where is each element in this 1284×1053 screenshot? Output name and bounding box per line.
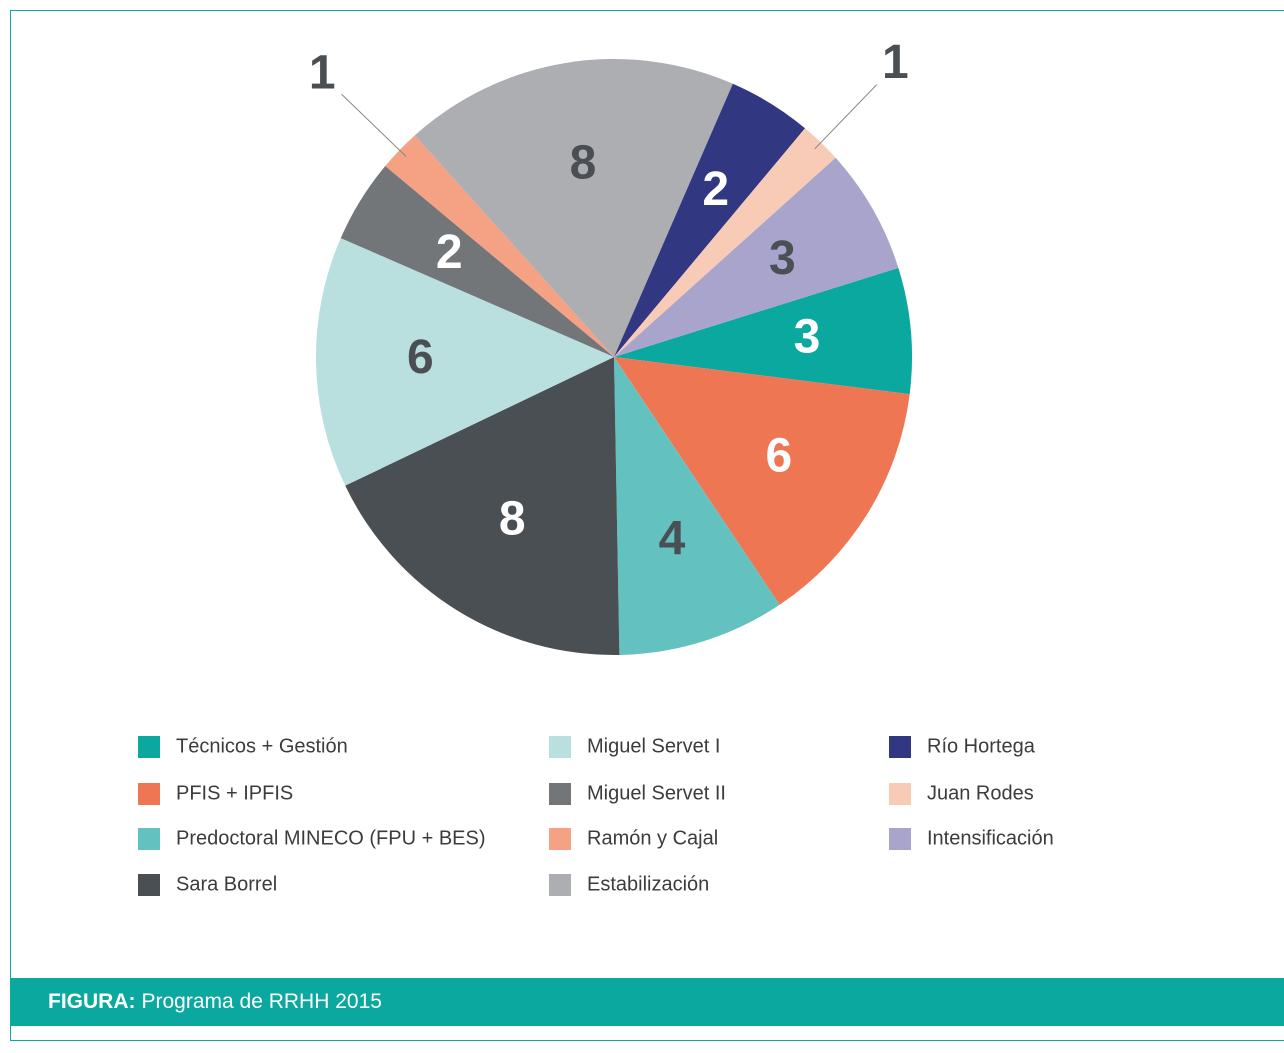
legend-swatch [889,736,911,758]
legend-swatch [138,828,160,850]
leader-line [815,85,877,149]
legend-label: Miguel Servet I [587,735,720,757]
data-label: 1 [309,46,336,99]
legend-label: PFIS + IPFIS [176,782,293,804]
data-label: 2 [702,163,729,216]
legend-swatch [549,783,571,805]
legend-swatch [138,874,160,896]
legend-swatch [549,874,571,896]
legend-label: Sara Borrel [176,873,277,895]
data-label: 2 [436,226,463,279]
data-label: 6 [407,331,434,384]
data-label: 3 [794,310,821,363]
legend-label: Miguel Servet II [587,782,726,804]
legend-label: Técnicos + Gestión [176,735,348,757]
data-label: 4 [659,513,686,566]
legend-swatch [889,783,911,805]
data-label: 1 [882,36,909,89]
legend-swatch [549,736,571,758]
legend-swatch [889,828,911,850]
leader-line [342,94,406,156]
data-label: 6 [765,429,792,482]
legend-swatch [549,828,571,850]
legend-label: Predoctoral MINECO (FPU + BES) [176,827,486,849]
legend-label: Intensificación [927,827,1054,849]
legend-label: Juan Rodes [927,782,1034,804]
legend-label: Estabilización [587,873,709,895]
legend-swatch [138,783,160,805]
caption-text: Programa de RRHH 2015 [142,990,382,1013]
data-label: 3 [769,232,796,285]
caption: FIGURA: Programa de RRHH 2015 [48,990,382,1013]
caption-label: FIGURA: [48,990,136,1013]
legend-label: Ramón y Cajal [587,827,718,849]
legend-label: Río Hortega [927,735,1036,757]
data-label: 8 [499,492,526,545]
data-label: 8 [570,136,597,189]
legend-swatch [138,736,160,758]
